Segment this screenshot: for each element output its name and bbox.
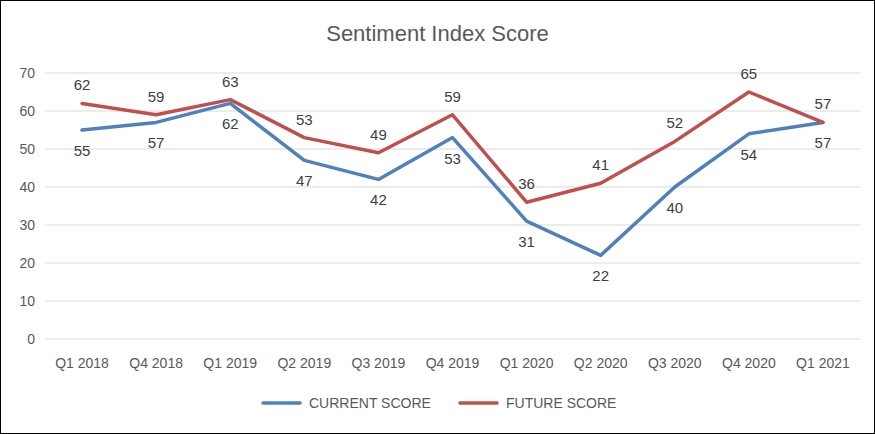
data-label: 40 bbox=[666, 199, 683, 216]
series-line bbox=[82, 103, 823, 255]
data-label: 57 bbox=[148, 134, 165, 151]
x-tick-label: Q1 2021 bbox=[796, 355, 850, 371]
legend-swatch bbox=[263, 401, 300, 405]
legend-label: FUTURE SCORE bbox=[506, 395, 616, 411]
y-tick-label: 60 bbox=[19, 103, 35, 119]
data-label: 62 bbox=[222, 115, 239, 132]
x-tick-label: Q2 2020 bbox=[574, 355, 628, 371]
grid-line bbox=[45, 187, 860, 188]
data-label: 59 bbox=[148, 88, 165, 105]
data-label: 31 bbox=[518, 233, 535, 250]
series-line bbox=[82, 92, 823, 202]
legend-label: CURRENT SCORE bbox=[309, 395, 431, 411]
chart-svg: Sentiment Index Score 0 10 20 30 40 50 60 70 Q1 2… bbox=[0, 0, 875, 434]
y-tick-label: 50 bbox=[19, 141, 35, 157]
legend: CURRENT SCORE FUTURE SCORE bbox=[263, 395, 616, 411]
x-tick-label: Q4 2020 bbox=[722, 355, 776, 371]
data-label: 47 bbox=[296, 172, 313, 189]
x-tick-label: Q4 2019 bbox=[426, 355, 480, 371]
data-label: 65 bbox=[741, 65, 758, 82]
data-label: 41 bbox=[592, 156, 609, 173]
x-tick-label: Q4 2018 bbox=[129, 355, 183, 371]
x-tick-label: Q1 2019 bbox=[203, 355, 257, 371]
data-label: 59 bbox=[444, 88, 461, 105]
x-tick-label: Q1 2018 bbox=[55, 355, 109, 371]
data-label: 49 bbox=[370, 126, 387, 143]
y-tick-label: 20 bbox=[19, 255, 35, 271]
y-tick-label: 30 bbox=[19, 217, 35, 233]
x-tick-label: Q3 2020 bbox=[648, 355, 702, 371]
y-tick-label: 40 bbox=[19, 179, 35, 195]
chart-title: Sentiment Index Score bbox=[326, 21, 549, 46]
data-label: 57 bbox=[815, 134, 832, 151]
data-label: 53 bbox=[296, 111, 313, 128]
grid-line bbox=[45, 263, 860, 264]
chart-container: Sentiment Index Score 0 10 20 30 40 50 60 70 Q1 2… bbox=[0, 0, 875, 434]
y-tick-label: 70 bbox=[19, 65, 35, 81]
data-label: 22 bbox=[592, 267, 609, 284]
y-tick-label: 0 bbox=[27, 331, 35, 347]
data-label: 63 bbox=[222, 73, 239, 90]
data-label: 57 bbox=[815, 95, 832, 112]
grid-line bbox=[45, 73, 860, 74]
data-label: 62 bbox=[74, 76, 91, 93]
x-tick-label: Q1 2020 bbox=[500, 355, 554, 371]
data-label: 53 bbox=[444, 150, 461, 167]
plot-area bbox=[82, 92, 823, 255]
data-label: 54 bbox=[741, 146, 758, 163]
legend-swatch bbox=[460, 401, 497, 405]
y-tick-label: 10 bbox=[19, 293, 35, 309]
grid-line bbox=[45, 301, 860, 302]
chart-border bbox=[1, 1, 875, 434]
data-label: 42 bbox=[370, 191, 387, 208]
x-tick-label: Q2 2019 bbox=[277, 355, 331, 371]
grid-line bbox=[45, 339, 860, 340]
grid-line bbox=[45, 225, 860, 226]
data-label: 55 bbox=[74, 142, 91, 159]
data-label: 52 bbox=[666, 114, 683, 131]
data-label: 36 bbox=[518, 175, 535, 192]
x-tick-label: Q3 2019 bbox=[352, 355, 406, 371]
